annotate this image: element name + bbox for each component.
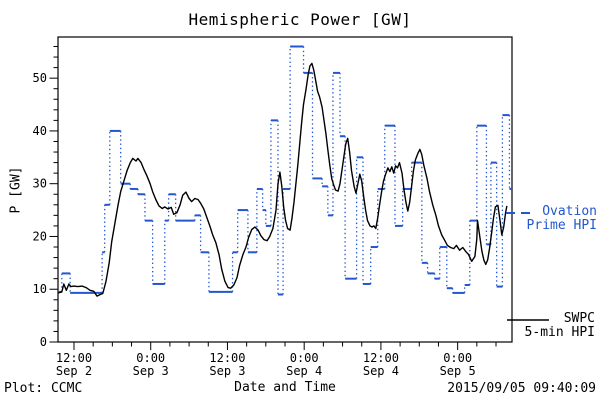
legend-swpc-line1: SWPC [563, 311, 595, 326]
legend-swpc: SWPC 5-min HPI [525, 312, 595, 340]
svg-text:Sep 4: Sep 4 [363, 364, 399, 378]
svg-text:Sep 3: Sep 3 [209, 364, 245, 378]
swpc-series-line [57, 62, 508, 297]
svg-text:Sep 2: Sep 2 [56, 364, 92, 378]
svg-text:40: 40 [33, 124, 47, 138]
legend-ovation: Ovation Prime HPI [527, 205, 597, 233]
svg-text:12:00: 12:00 [209, 351, 245, 365]
plot-source-label: Plot: CCMC [4, 381, 83, 396]
y-axis-tick-labels: 0 10 20 30 40 50 [33, 71, 47, 349]
svg-text:20: 20 [33, 229, 47, 243]
svg-text:12:00: 12:00 [363, 351, 399, 365]
svg-text:0:00: 0:00 [290, 351, 319, 365]
x-axis-label: Date and Time [234, 380, 336, 395]
svg-text:0:00: 0:00 [443, 351, 472, 365]
svg-text:10: 10 [33, 282, 47, 296]
x-axis-ticks [73, 342, 497, 350]
legend-swpc-line2: 5-min HPI [524, 325, 595, 340]
legend-ovation-line2: Prime HPI [526, 218, 597, 233]
timestamp-label: 2015/09/05 09:40:09 [447, 381, 596, 396]
svg-text:0: 0 [40, 335, 47, 349]
y-axis-label: P [GW] [8, 166, 24, 214]
svg-text:50: 50 [33, 71, 47, 85]
ovation-series-line [58, 45, 512, 296]
y-axis-ticks [49, 45, 58, 343]
svg-text:Sep 5: Sep 5 [440, 364, 476, 378]
svg-text:30: 30 [33, 177, 47, 191]
svg-text:12:00: 12:00 [56, 351, 92, 365]
svg-text:Sep 3: Sep 3 [133, 364, 169, 378]
chart-title: Hemispheric Power [GW] [188, 10, 412, 29]
svg-text:Sep 4: Sep 4 [286, 364, 322, 378]
svg-text:0:00: 0:00 [136, 351, 165, 365]
legend-ovation-line1: Ovation [542, 204, 597, 219]
